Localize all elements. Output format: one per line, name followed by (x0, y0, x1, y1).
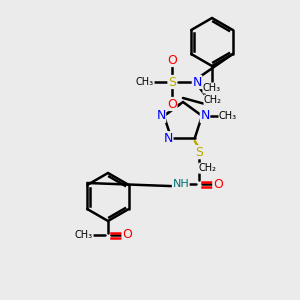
Text: S: S (195, 146, 203, 159)
Text: CH₂: CH₂ (199, 163, 217, 173)
Text: CH₂: CH₂ (204, 95, 222, 105)
Text: CH₃: CH₃ (219, 111, 237, 121)
Text: CH₃: CH₃ (136, 77, 154, 87)
Text: O: O (122, 229, 132, 242)
Text: S: S (168, 76, 176, 88)
Text: O: O (167, 98, 177, 110)
Text: N: N (192, 76, 202, 88)
Text: N: N (200, 109, 210, 122)
Text: CH₃: CH₃ (203, 83, 221, 93)
Text: N: N (156, 109, 166, 122)
Text: CH₃: CH₃ (75, 230, 93, 240)
Text: NH: NH (172, 179, 189, 189)
Text: N: N (164, 132, 173, 145)
Text: O: O (213, 178, 223, 191)
Text: O: O (167, 53, 177, 67)
